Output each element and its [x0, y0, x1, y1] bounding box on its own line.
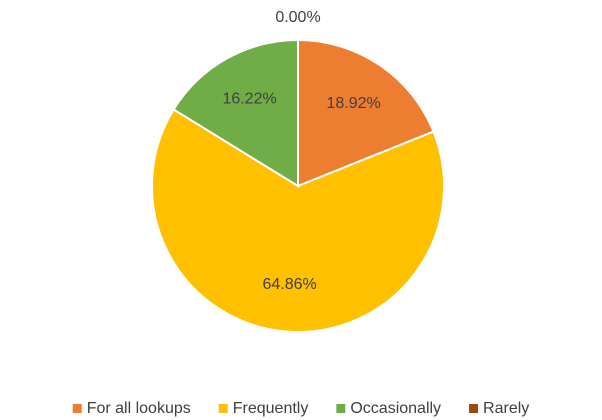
- legend-label: For all lookups: [87, 400, 191, 417]
- legend-swatch: [336, 404, 346, 413]
- legend-swatch: [469, 404, 479, 413]
- pie-slice: [172, 38, 299, 188]
- legend-label: Rarely: [483, 400, 529, 417]
- legend-swatch: [72, 404, 82, 413]
- legend-swatch: [218, 404, 228, 413]
- data-label: 16.22%: [222, 91, 276, 108]
- data-label: 64.86%: [262, 276, 316, 293]
- pie-slice: [297, 38, 435, 188]
- data-label: 18.92%: [326, 95, 380, 112]
- legend-label: Occasionally: [350, 400, 441, 417]
- legend-label: Frequently: [233, 400, 309, 417]
- data-label: 0.00%: [275, 9, 320, 26]
- pie-slice: [151, 108, 445, 333]
